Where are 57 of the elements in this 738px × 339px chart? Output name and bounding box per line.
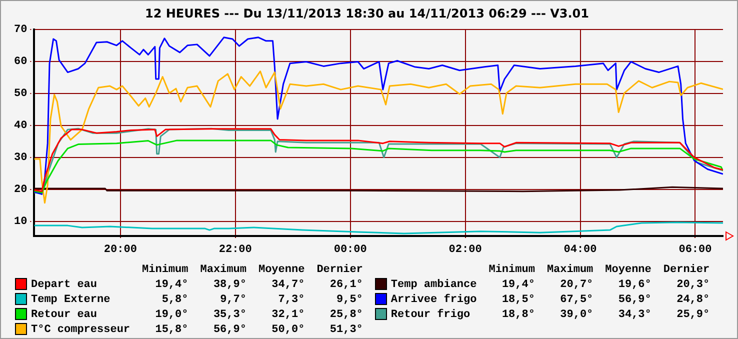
legend-label: Temp Externe	[30, 292, 112, 307]
legend-label: Depart eau	[30, 278, 98, 292]
text: 19,6°	[617, 278, 652, 292]
y-tick-label: 50	[14, 88, 28, 100]
text: 9,5°	[336, 292, 364, 307]
text: 7,3°	[277, 292, 306, 307]
legend-label: Retour frigo	[390, 308, 472, 322]
text: 34,7°	[270, 278, 306, 292]
text: Minimum	[488, 263, 536, 277]
text: 39,0°	[559, 308, 594, 322]
text: Maximum	[199, 263, 248, 277]
text: 9,7°	[219, 292, 248, 307]
legend-label: T°C compresseur	[30, 322, 132, 337]
text: 15,8°	[154, 322, 190, 337]
x-tick-label: 04:00	[564, 244, 597, 256]
text: 20,7°	[559, 278, 594, 292]
text: Moyenne	[257, 263, 306, 277]
text: 34,3°	[617, 308, 652, 322]
text: 24,8°	[676, 292, 711, 307]
legend-label: Arrivee frigo	[390, 292, 478, 307]
text: 35,3°	[212, 308, 248, 322]
text: 25,8°	[328, 308, 364, 322]
text: 51,3°	[328, 322, 364, 337]
y-tick-label: 70	[14, 24, 28, 36]
x-tick-label: 02:00	[448, 244, 482, 256]
text: 20,3°	[676, 278, 711, 292]
y-tick-label: 20	[14, 184, 28, 196]
text: 19,4°	[154, 278, 190, 292]
y-tick-label: 60	[14, 56, 28, 68]
y-tick-label: 40	[14, 120, 28, 132]
legend-label: Retour eau	[30, 308, 98, 322]
text: 38,9°	[212, 278, 248, 292]
x-tick-label: 06:00	[678, 244, 712, 256]
text: 18,5°	[500, 292, 536, 307]
text: 18,8°	[500, 308, 536, 322]
y-tick-label: 10	[14, 216, 28, 228]
text: 5,8°	[160, 292, 190, 307]
text: Minimum	[141, 263, 190, 277]
text: 32,1°	[270, 308, 306, 322]
x-tick-label: 20:00	[104, 244, 137, 256]
text: 67,5°	[559, 292, 594, 307]
y-tick-label: 30	[14, 152, 28, 164]
text: Moyenne	[604, 263, 652, 277]
text: 56,9°	[212, 322, 248, 337]
text: 19,0°	[154, 308, 190, 322]
x-tick-label: 22:00	[218, 244, 252, 256]
text: 25,9°	[676, 308, 711, 322]
x-tick-label: 00:00	[334, 244, 367, 256]
legend-label: Temp ambiance	[390, 278, 478, 292]
text: 50,0°	[270, 322, 306, 337]
text: Dernier	[316, 263, 364, 277]
text: 56,9°	[617, 292, 652, 307]
chart-title: 12 HEURES --- Du 13/11/2013 18:30 au 14/11/2013 06:29 --- V3.01	[145, 6, 589, 20]
text: 19,4°	[500, 278, 536, 292]
text: 26,1°	[328, 278, 364, 292]
text: Maximum	[546, 263, 594, 277]
text: Dernier	[662, 263, 711, 277]
